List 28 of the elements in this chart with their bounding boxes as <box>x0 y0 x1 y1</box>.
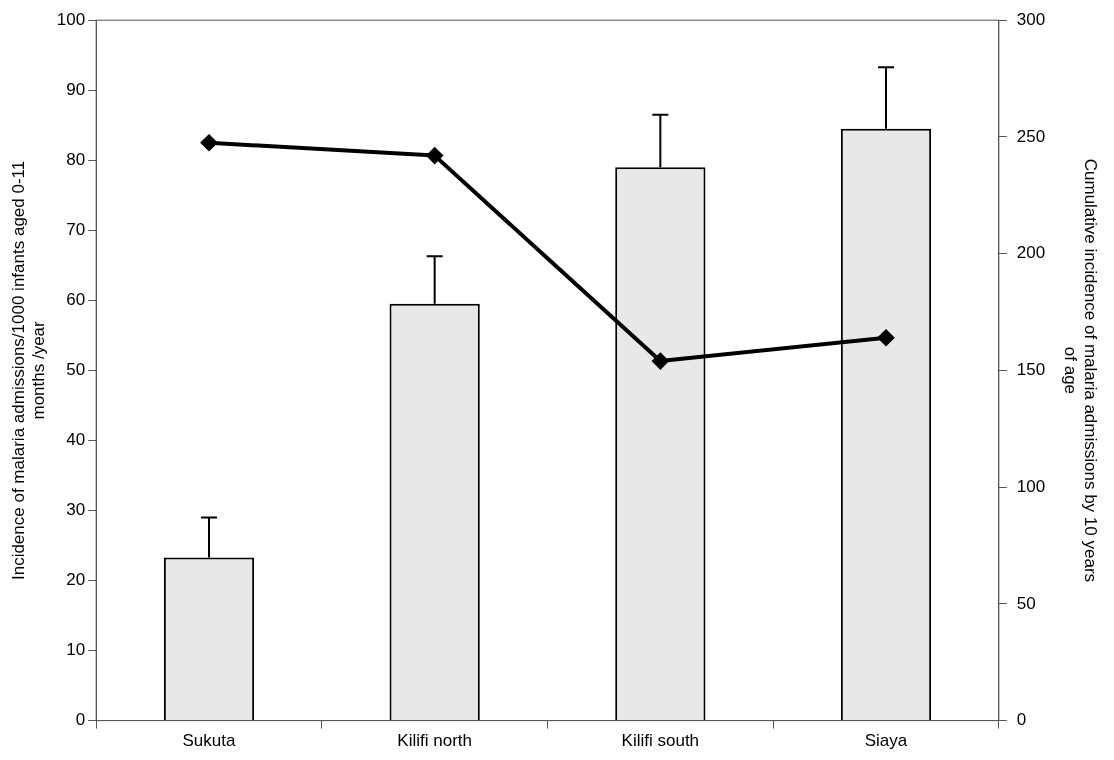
y-tick-label: 90 <box>66 79 86 99</box>
y2-tick-label: 50 <box>1016 593 1036 613</box>
x-tick-label: Sukuta <box>182 731 236 751</box>
y2-tick-label: 250 <box>1016 126 1046 146</box>
y-tick-label: 50 <box>66 360 86 380</box>
y-tick-label: 20 <box>66 570 86 590</box>
x-tick-label: Kilifi north <box>397 731 472 751</box>
y-axis-title: Incidence of malaria admissions/1000 infants aged 0-11 months /year <box>8 160 49 581</box>
y-tick-label: 40 <box>66 430 86 450</box>
y-tick-label: 60 <box>66 290 86 310</box>
y-tick-label: 100 <box>56 9 86 29</box>
y-tick-label: 10 <box>66 640 86 660</box>
x-tick-label: Kilifi south <box>621 731 700 751</box>
point <box>426 147 443 164</box>
y2-tick-label: 100 <box>1016 476 1046 496</box>
y-tick-label: 30 <box>66 500 86 520</box>
y-tick-label: 0 <box>75 710 86 730</box>
y2-tick-label: 200 <box>1016 243 1046 263</box>
x-tick-label: Siaya <box>864 731 908 751</box>
y-tick-label: 80 <box>66 149 86 169</box>
point <box>652 353 669 370</box>
y2-tick-label: 0 <box>1016 710 1027 730</box>
y2-tick-label: 300 <box>1016 9 1046 29</box>
y2-axis-title: Cumulative incidence of malaria admissions by 10 years of age <box>1060 158 1101 583</box>
y2-tick-label: 150 <box>1016 360 1046 380</box>
point <box>878 329 894 346</box>
point <box>201 134 217 151</box>
y-tick-label: 70 <box>66 220 86 240</box>
